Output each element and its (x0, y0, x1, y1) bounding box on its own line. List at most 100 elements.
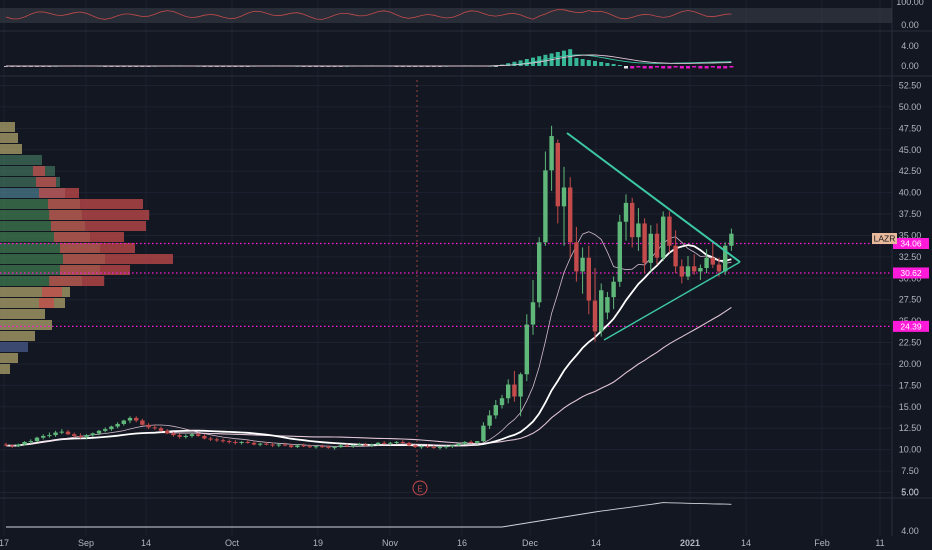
candle-body (437, 447, 443, 449)
macd-histogram-bar (524, 59, 529, 66)
candle-body (295, 445, 300, 448)
macd-histogram-bar (599, 62, 604, 66)
volume-profile-bar (0, 177, 60, 187)
rsi-pane[interactable] (0, 8, 892, 23)
candle-body (673, 245, 678, 267)
candle-body (202, 435, 207, 439)
bottom-indicator-pane[interactable] (6, 502, 732, 528)
candle-body (301, 445, 306, 447)
volume-profile-bar (0, 254, 105, 264)
candle-body (307, 446, 312, 448)
price-badge-label: 30.62 (900, 268, 922, 278)
macd-histogram-bar (624, 66, 628, 69)
indicator-tick-label: 0.00 (901, 61, 919, 71)
candle-body (481, 425, 486, 442)
volume-profile-bar-sell (36, 177, 56, 187)
candle-body (220, 440, 226, 442)
date-axis[interactable]: 17 Sep 14 Oct 19 Nov 16 Dec 14 2021 14 Feb 11 (0, 538, 885, 548)
candlestick-series (3, 125, 734, 450)
candle-body (344, 445, 350, 447)
macd-histogram-bar (636, 66, 641, 68)
candle-body (506, 384, 511, 399)
candle-body (716, 264, 722, 272)
candle-body (710, 257, 715, 265)
price-tick-label: 35.00 (899, 230, 922, 240)
date-tick-label: Oct (225, 538, 240, 548)
candle-body (326, 447, 331, 449)
candle-body (96, 430, 102, 434)
candle-body (196, 434, 201, 436)
candle-body (388, 442, 393, 444)
macd-histogram-bar (562, 50, 566, 66)
macd-histogram-bar (648, 66, 653, 69)
candle-body (369, 444, 374, 446)
symbol-badge[interactable]: LAZR (872, 233, 897, 244)
candle-body (270, 444, 275, 446)
macd-histogram-bar (729, 66, 734, 68)
moving-average-10 (5, 231, 732, 448)
candle-body (282, 444, 288, 446)
macd-histogram-bar (704, 66, 709, 69)
indicator-tick-label: 4.00 (901, 41, 919, 51)
candle-body (462, 441, 467, 444)
price-tick-label: 22.50 (899, 338, 922, 348)
candle-body (115, 423, 120, 427)
macd-pane[interactable] (4, 49, 734, 69)
candle-body (580, 257, 585, 272)
price-badge-label: 24.39 (900, 321, 922, 331)
candle-body (158, 428, 164, 431)
candle-body (679, 266, 684, 277)
volume-profile-bar (0, 364, 10, 374)
volume-profile-bar (0, 155, 42, 165)
candle-body (667, 216, 672, 246)
triangle-lower-line (603, 261, 741, 341)
price-badge-bg (893, 320, 929, 332)
macd-histogram-bar (574, 58, 579, 66)
candle-body (245, 441, 250, 443)
triangle-pattern[interactable] (566, 132, 741, 341)
candle-body (214, 439, 219, 441)
volume-profile-bar (0, 287, 70, 297)
volume-profile-bar (0, 243, 100, 253)
macd-histogram-bar (673, 66, 678, 68)
candle-body (90, 433, 95, 436)
volume-profile-bar (0, 199, 80, 209)
candle-body (177, 435, 182, 437)
date-tick-label: 14 (741, 538, 751, 548)
candle-body (518, 374, 523, 397)
candle-body (16, 444, 21, 447)
macd-histogram-bar (605, 63, 610, 66)
price-tick-label: 50.00 (899, 102, 922, 112)
indicator-tick-label: 5.00 (901, 487, 919, 497)
volume-profile-bar (0, 342, 28, 352)
candle-body (729, 233, 734, 246)
candle-body (400, 441, 405, 443)
candle-body (375, 442, 381, 445)
macd-histogram-bar (723, 66, 728, 69)
volume-profile-bar-sell (51, 221, 146, 231)
earnings-marker[interactable]: E (412, 480, 428, 496)
candle-body (289, 445, 294, 448)
candle-body (524, 324, 529, 375)
candle-body (78, 435, 83, 437)
volume-profile-bar (0, 122, 15, 132)
horizontal-levels[interactable] (0, 242, 892, 327)
volume-profile-bar (0, 298, 65, 308)
candle-body (65, 431, 71, 435)
macd-histogram-bar (493, 66, 498, 67)
candle-body (555, 142, 560, 207)
macd-histogram-bar (586, 60, 591, 66)
macd-signal-line (6, 54, 732, 67)
candle-body (208, 438, 213, 440)
price-tick-label: 10.00 (899, 445, 922, 455)
date-tick-label: 14 (591, 538, 601, 548)
candle-body (165, 430, 170, 434)
volume-profile-bar-sell (60, 265, 130, 275)
candle-body (140, 420, 145, 425)
indicator-tick-label: 0.00 (901, 20, 919, 30)
candle-body (251, 442, 257, 445)
volume-profile-bar (0, 166, 55, 176)
price-tick-label: 37.50 (899, 209, 922, 219)
candle-body (10, 445, 15, 447)
